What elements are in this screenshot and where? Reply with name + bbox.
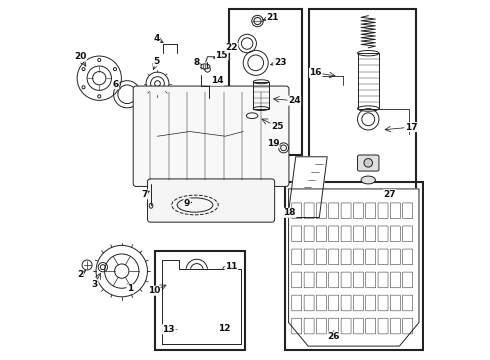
- Text: 13: 13: [162, 325, 175, 334]
- Bar: [229, 9, 302, 155]
- Text: 19: 19: [267, 139, 279, 148]
- Text: 4: 4: [153, 35, 160, 44]
- Text: 25: 25: [271, 122, 283, 131]
- Text: 12: 12: [218, 324, 230, 333]
- Text: 15: 15: [216, 51, 228, 60]
- Text: 7: 7: [141, 190, 147, 199]
- Text: 1: 1: [127, 284, 133, 293]
- Polygon shape: [162, 260, 242, 344]
- Text: 3: 3: [92, 280, 98, 289]
- Text: 23: 23: [274, 58, 286, 67]
- Bar: [155, 251, 245, 350]
- Circle shape: [364, 158, 372, 167]
- Bar: [285, 182, 423, 350]
- FancyBboxPatch shape: [133, 86, 289, 186]
- Text: 27: 27: [383, 190, 396, 199]
- Text: 5: 5: [153, 57, 160, 66]
- Bar: [309, 9, 416, 235]
- Ellipse shape: [200, 64, 210, 69]
- Text: 11: 11: [225, 262, 238, 271]
- FancyBboxPatch shape: [358, 155, 379, 171]
- Text: 17: 17: [405, 123, 417, 132]
- Text: 6: 6: [113, 80, 119, 89]
- Text: 14: 14: [211, 76, 223, 85]
- FancyBboxPatch shape: [147, 179, 275, 222]
- Text: 16: 16: [310, 68, 322, 77]
- Circle shape: [252, 15, 263, 27]
- Polygon shape: [288, 157, 327, 217]
- Text: 18: 18: [283, 208, 296, 217]
- Text: 9: 9: [184, 199, 190, 208]
- Bar: [253, 82, 269, 109]
- Ellipse shape: [361, 176, 375, 184]
- Text: 2: 2: [77, 270, 83, 279]
- Text: 8: 8: [194, 58, 200, 67]
- Text: 26: 26: [327, 332, 340, 341]
- Text: 24: 24: [288, 96, 300, 105]
- Text: 22: 22: [225, 43, 238, 52]
- Bar: [358, 53, 379, 109]
- Text: 10: 10: [147, 286, 160, 295]
- Bar: [183, 276, 210, 312]
- Text: 21: 21: [267, 13, 279, 22]
- Text: 20: 20: [74, 52, 86, 61]
- Polygon shape: [289, 189, 419, 346]
